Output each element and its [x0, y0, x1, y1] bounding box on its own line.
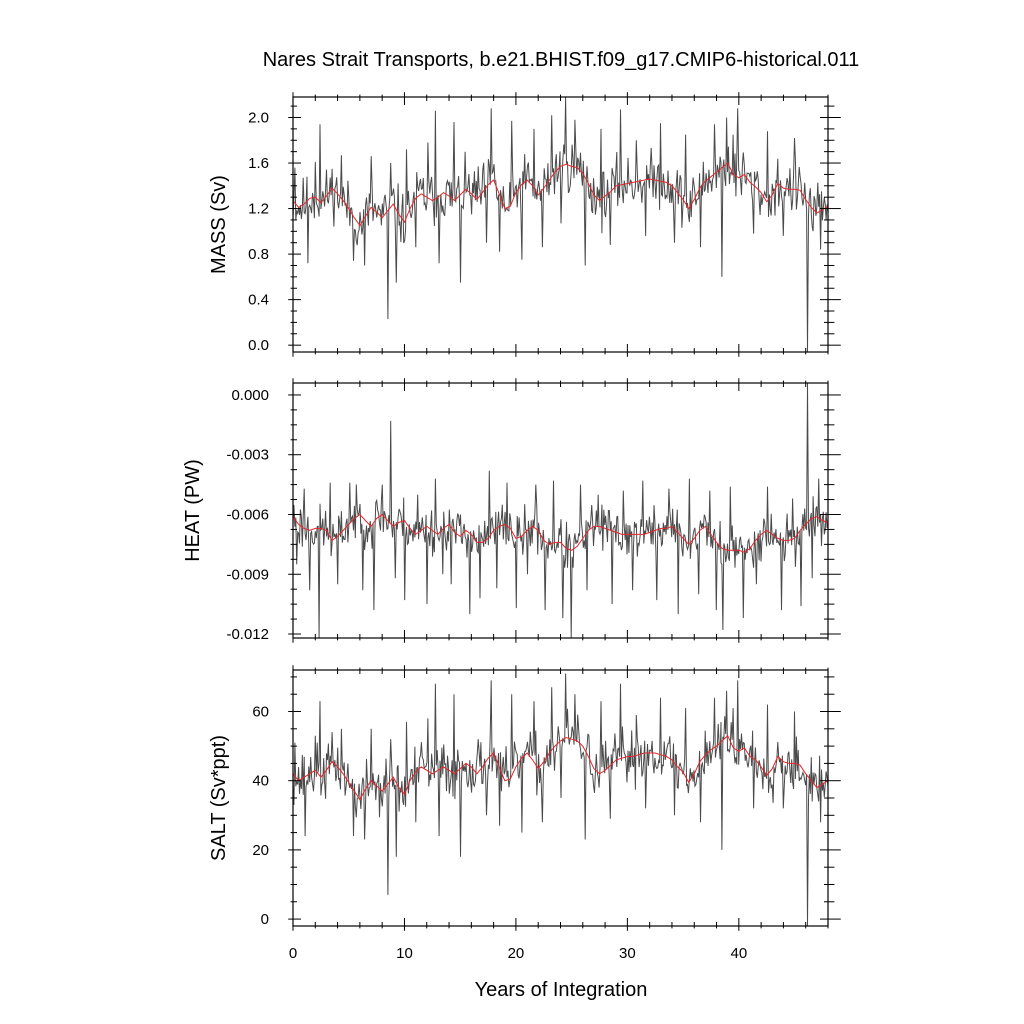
panel-mass: 0.0 0.4 0.8 1.2 1.6 2.0 MASS (Sv)	[208, 92, 841, 357]
y-tick-label: -0.012	[226, 626, 269, 643]
y-axis-label: MASS (Sv)	[208, 175, 230, 274]
series-raw-mass	[293, 97, 828, 352]
series-raw-heat	[293, 383, 828, 638]
y-tick-label: 60	[252, 704, 269, 721]
x-tick-label: 40	[730, 945, 747, 962]
panel-heat: 0.000 -0.003 -0.006 -0.009 -0.012 HEAT (PW)	[182, 378, 841, 643]
x-axis-label: Years of Integration	[475, 979, 648, 1001]
y-axis-label: HEAT (PW)	[182, 459, 204, 562]
panel-salt: 0 10 20 30 40 0 20 40 60 SALT (Sv*ppt)	[208, 665, 841, 962]
y-tick-label: 0.4	[248, 292, 269, 309]
x-tick-label: 0	[289, 945, 297, 962]
y-tick-label: 0.8	[248, 246, 269, 263]
y-tick-label: 40	[252, 773, 269, 790]
plot-frame	[292, 96, 829, 353]
x-tick-label: 20	[508, 945, 525, 962]
y-tick-label: 0.0	[248, 337, 269, 354]
y-tick-label: 1.2	[248, 201, 269, 218]
series-raw-salt	[293, 673, 828, 926]
series-smoothed-mass	[293, 162, 828, 227]
y-tick-label: 1.6	[248, 155, 269, 172]
x-tick-label: 30	[619, 945, 636, 962]
series-smoothed-salt	[293, 734, 828, 801]
y-tick-label: 2.0	[248, 109, 269, 126]
y-tick-label: 0	[261, 911, 269, 928]
plot-frame	[292, 382, 829, 639]
y-tick-label: -0.003	[226, 447, 269, 464]
y-tick-label: 0.000	[231, 387, 269, 404]
y-tick-label: -0.009	[226, 566, 269, 583]
x-tick-label: 10	[396, 945, 413, 962]
y-axis-label: SALT (Sv*ppt)	[208, 735, 230, 861]
chart-title: Nares Strait Transports, b.e21.BHIST.f09…	[263, 49, 860, 71]
y-tick-label: 20	[252, 842, 269, 859]
series-smoothed-heat	[293, 513, 828, 553]
y-tick-label: -0.006	[226, 506, 269, 523]
